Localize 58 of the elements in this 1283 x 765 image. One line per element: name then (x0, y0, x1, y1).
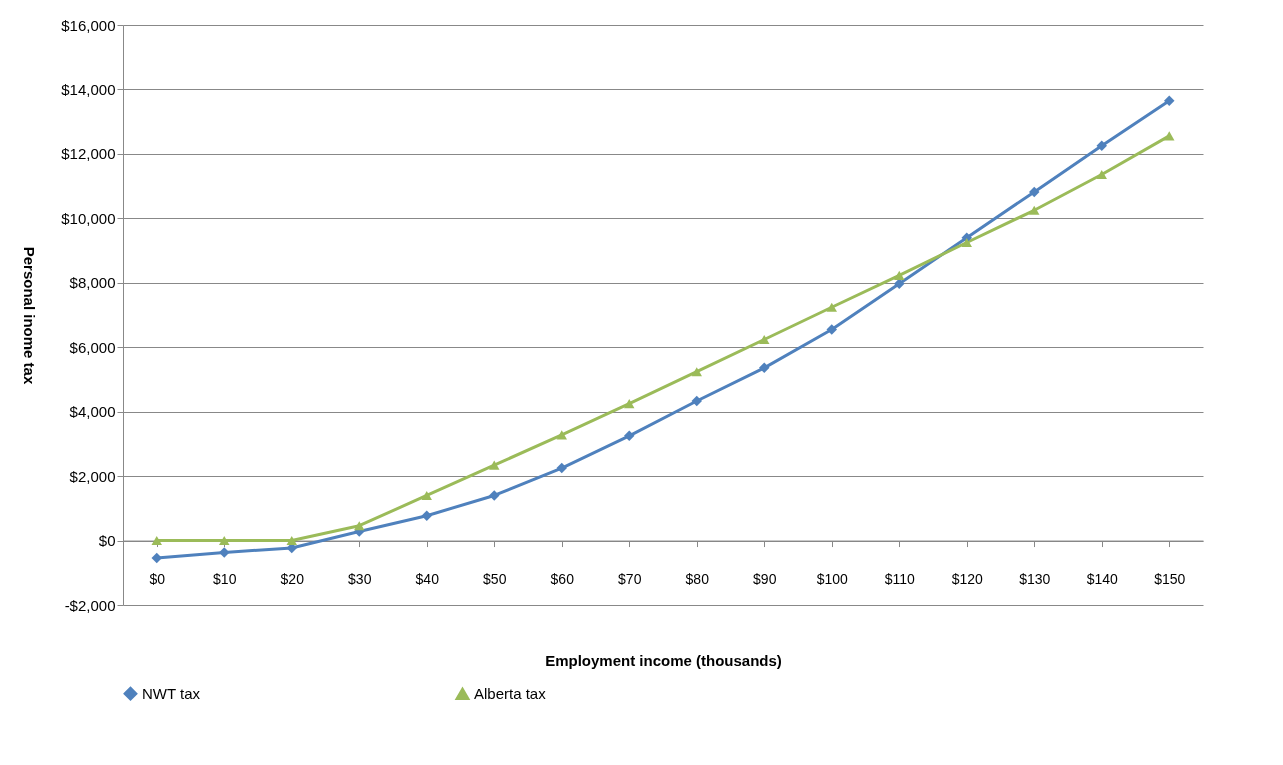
point (759, 334, 770, 345)
y-tick-label: $16,000 (61, 16, 116, 34)
x-tick-label: $130 (1019, 571, 1051, 588)
point (421, 510, 432, 521)
point (219, 536, 230, 546)
point (489, 460, 500, 470)
point (556, 462, 567, 474)
point (826, 302, 837, 312)
point (691, 395, 702, 407)
point (151, 552, 162, 564)
point (759, 362, 770, 374)
x-tick-label: $110 (884, 571, 916, 588)
legend-label: Alberta tax (474, 684, 547, 702)
x-tick-label: $140 (1086, 571, 1119, 588)
y-axis-title: Personal inome tax (21, 246, 39, 385)
point (219, 547, 230, 558)
x-tick-label: $30 (348, 571, 372, 588)
x-tick-label: $70 (618, 571, 642, 588)
x-tick-label: $90 (753, 571, 777, 588)
x-axis-title: Employment income (thousands) (545, 651, 782, 669)
point (894, 270, 905, 280)
point (1164, 131, 1175, 141)
y-tick-label: -$2,000 (64, 596, 116, 614)
point (286, 536, 297, 546)
legend-label: NWT tax (142, 684, 201, 702)
point (1096, 140, 1107, 152)
y-tick-label: $12,000 (61, 145, 116, 163)
y-tick-label: $2,000 (69, 467, 116, 485)
point (624, 399, 635, 409)
point (1029, 186, 1040, 198)
x-tick-label: $0 (149, 571, 166, 588)
point (421, 490, 432, 500)
point (354, 521, 365, 531)
y-tick-label: $6,000 (69, 338, 116, 356)
x-tick-label: $80 (685, 571, 710, 588)
x-tick-label: $40 (415, 571, 440, 588)
y-tick-label: $10,000 (61, 209, 116, 227)
x-tick-label: $120 (951, 571, 984, 588)
y-tick-label: $14,000 (61, 80, 116, 98)
x-tick-label: $100 (816, 571, 849, 588)
point (151, 536, 162, 546)
x-tick-label: $150 (1154, 571, 1186, 588)
x-tick-label: $60 (550, 571, 575, 588)
point (624, 430, 635, 442)
point (1029, 205, 1040, 215)
point (1164, 95, 1175, 106)
point (556, 430, 567, 440)
point (691, 367, 702, 377)
point (1096, 169, 1107, 180)
y-tick-label: $8,000 (69, 274, 116, 292)
point (961, 237, 972, 248)
x-tick-label: $20 (280, 571, 305, 588)
x-tick-label: $50 (483, 571, 507, 588)
point (489, 490, 500, 501)
x-tick-label: $10 (213, 571, 237, 588)
point (826, 324, 837, 335)
y-tick-label: $4,000 (69, 403, 116, 421)
y-tick-label: $0 (98, 532, 116, 550)
